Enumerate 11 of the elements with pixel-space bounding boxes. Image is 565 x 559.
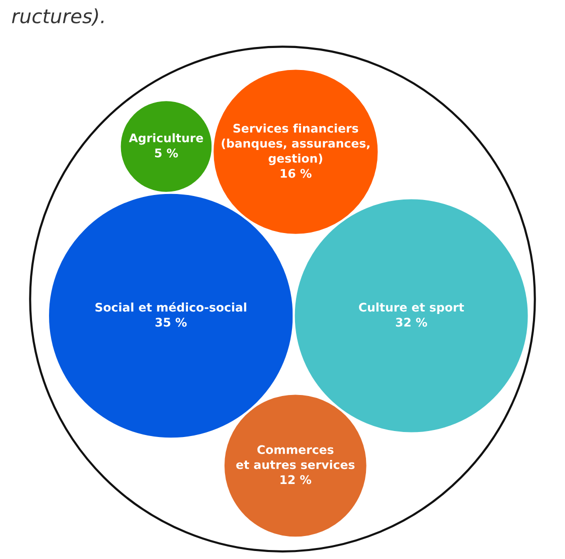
category-label: Commerces et autres services [236, 445, 355, 470]
data-label: 16 % [280, 168, 312, 178]
category-label: Culture et sport [358, 302, 464, 314]
data-label: 12 % [280, 475, 312, 484]
text: ructures). [12, 8, 104, 26]
data-label: 35 % [156, 318, 187, 327]
category-label: Social et médico-social [95, 302, 246, 312]
category-label: Agriculture [128, 133, 204, 145]
category-label: Services financiers (banques, assurances, gestion) [222, 124, 370, 166]
data-label: 32 % [396, 318, 428, 327]
data-label: 5 % [155, 148, 178, 158]
